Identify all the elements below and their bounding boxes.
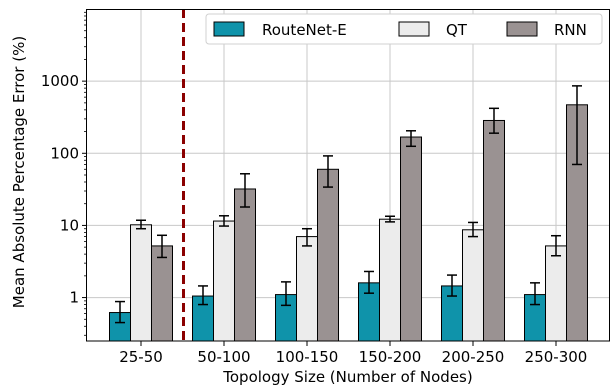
legend: RouteNet-E QT RNN [205, 13, 603, 45]
y-tick-label: 10 [60, 216, 79, 234]
bar-rnn [234, 188, 256, 342]
bars [109, 104, 588, 342]
legend-swatch-rnn [506, 21, 538, 37]
bar-rnn [483, 119, 505, 342]
bar-qt [213, 220, 235, 342]
x-tick-label: 25-50 [119, 348, 163, 366]
bar-qt [296, 236, 318, 342]
x-tick-label: 250-300 [525, 348, 588, 366]
bar-qt [462, 229, 484, 342]
y-axis-label: Mean Absolute Percentage Error (%) [10, 36, 28, 308]
x-tick-label: 100-150 [276, 348, 339, 366]
y-tick-label: 1 [69, 289, 79, 307]
bar-qt [545, 245, 567, 342]
legend-swatch-qt [398, 21, 430, 37]
x-axis: 25-50 50-100 100-150 150-200 200-250 250-300 [119, 341, 587, 366]
error-bars [115, 85, 582, 324]
bar-qt [130, 224, 152, 342]
legend-label-routenet-e: RouteNet-E [262, 21, 347, 39]
bar-rnn [317, 168, 339, 342]
x-tick-label: 50-100 [197, 348, 250, 366]
y-tick-label: 100 [50, 144, 79, 162]
legend-label-qt: QT [446, 21, 468, 39]
x-tick-label: 150-200 [359, 348, 422, 366]
bar-rnn [151, 245, 173, 342]
x-tick-label: 200-250 [442, 348, 505, 366]
bar-rnn [400, 136, 422, 342]
x-axis-label: Topology Size (Number of Nodes) [222, 368, 472, 386]
legend-swatch-routenet-e [213, 21, 245, 37]
legend-label-rnn: RNN [554, 21, 587, 39]
y-tick-label: 1000 [41, 72, 79, 90]
y-axis: 1 10 100 1000 [41, 11, 87, 336]
bar-qt [379, 218, 401, 342]
